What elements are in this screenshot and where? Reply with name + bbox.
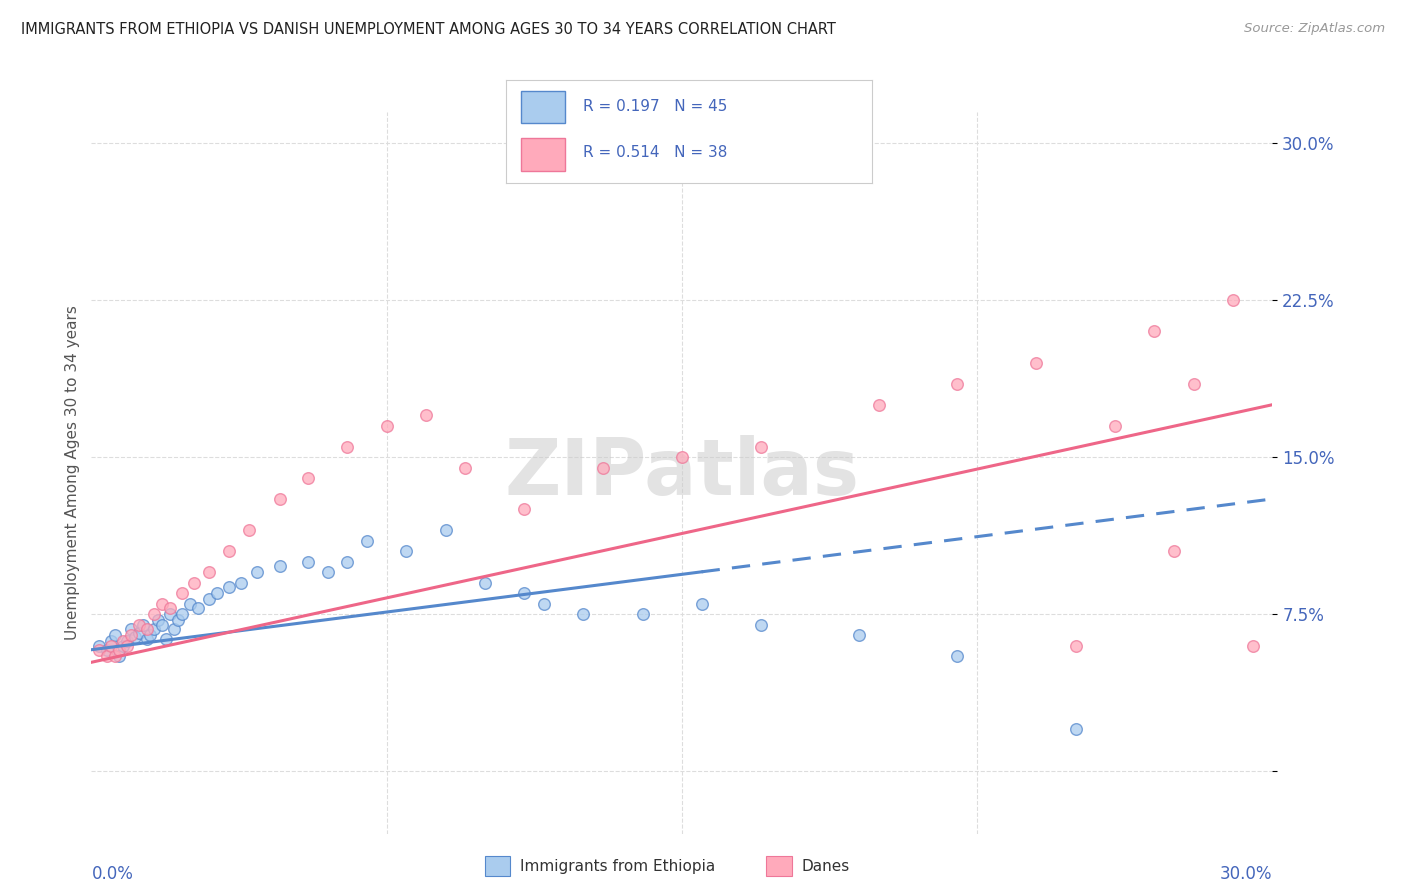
Point [297, 555, 319, 569]
Point [1143, 325, 1166, 339]
Point [848, 628, 870, 642]
Point [1163, 544, 1185, 558]
Point [139, 628, 162, 642]
Point [297, 471, 319, 485]
Point [946, 648, 969, 663]
Point [159, 600, 181, 615]
Point [128, 617, 150, 632]
Point [572, 607, 595, 621]
Point [269, 558, 291, 573]
Point [167, 614, 190, 628]
Point [198, 592, 221, 607]
Point [159, 607, 181, 621]
Point [395, 544, 418, 558]
Point [143, 607, 166, 621]
Point [513, 502, 536, 516]
Point [183, 575, 205, 590]
Point [89, 639, 111, 653]
Point [207, 586, 229, 600]
Point [375, 418, 398, 433]
Point [111, 634, 134, 648]
Text: Source: ZipAtlas.com: Source: ZipAtlas.com [1244, 22, 1385, 36]
Point [104, 628, 127, 642]
Point [100, 634, 122, 648]
Point [96, 648, 118, 663]
Point [115, 634, 138, 648]
Point [115, 639, 138, 653]
Point [108, 648, 131, 663]
Point [187, 600, 209, 615]
Point [434, 524, 457, 538]
Point [120, 628, 142, 642]
Point [1182, 376, 1205, 391]
Point [671, 450, 693, 464]
Point [150, 617, 173, 632]
Point [155, 632, 177, 647]
Point [96, 642, 118, 657]
Point [104, 648, 127, 663]
Text: 0.0%: 0.0% [91, 864, 134, 882]
Point [198, 566, 221, 580]
Point [1064, 639, 1087, 653]
Text: ZIPatlas: ZIPatlas [505, 434, 859, 511]
Text: Danes: Danes [801, 859, 849, 873]
Point [170, 607, 193, 621]
Text: 30.0%: 30.0% [1220, 864, 1272, 882]
Point [218, 580, 240, 594]
Point [131, 617, 153, 632]
Y-axis label: Unemployment Among Ages 30 to 34 years: Unemployment Among Ages 30 to 34 years [65, 305, 80, 640]
Point [218, 544, 240, 558]
Point [269, 491, 291, 506]
Point [143, 622, 166, 636]
Point [356, 533, 378, 548]
Point [868, 398, 890, 412]
Point [246, 566, 269, 580]
Point [128, 626, 150, 640]
Point [749, 617, 772, 632]
Point [150, 597, 173, 611]
Text: Immigrants from Ethiopia: Immigrants from Ethiopia [520, 859, 716, 873]
Point [1064, 723, 1087, 737]
Point [148, 614, 170, 628]
Point [229, 575, 252, 590]
Point [1222, 293, 1244, 307]
Point [108, 642, 131, 657]
Text: R = 0.514   N = 38: R = 0.514 N = 38 [583, 145, 727, 160]
FancyBboxPatch shape [520, 91, 565, 123]
Point [336, 440, 359, 454]
Point [120, 622, 142, 636]
Point [179, 597, 201, 611]
Point [124, 630, 146, 644]
Point [100, 639, 122, 653]
Point [135, 632, 157, 647]
Text: R = 0.197   N = 45: R = 0.197 N = 45 [583, 99, 727, 114]
Text: IMMIGRANTS FROM ETHIOPIA VS DANISH UNEMPLOYMENT AMONG AGES 30 TO 34 YEARS CORREL: IMMIGRANTS FROM ETHIOPIA VS DANISH UNEMP… [21, 22, 837, 37]
Point [533, 597, 555, 611]
FancyBboxPatch shape [520, 137, 565, 170]
Point [631, 607, 654, 621]
Point [415, 408, 437, 422]
Point [946, 376, 969, 391]
Point [238, 524, 260, 538]
Point [316, 566, 339, 580]
Point [163, 622, 186, 636]
Point [135, 622, 157, 636]
Point [1241, 639, 1264, 653]
Point [111, 639, 134, 653]
Point [592, 460, 614, 475]
Point [749, 440, 772, 454]
Point [1025, 356, 1047, 370]
Point [1104, 418, 1126, 433]
Point [513, 586, 536, 600]
Point [474, 575, 496, 590]
Point [170, 586, 193, 600]
Point [336, 555, 359, 569]
Point [89, 642, 111, 657]
Point [454, 460, 477, 475]
Point [690, 597, 713, 611]
